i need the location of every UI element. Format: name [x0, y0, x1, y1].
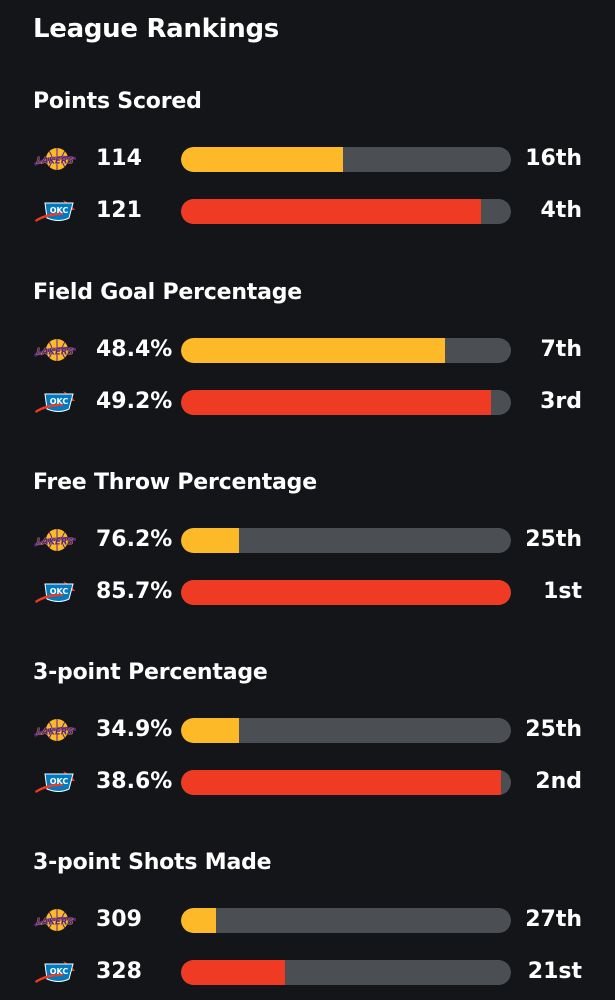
ranking-bar [181, 960, 511, 985]
ranking-bar [181, 580, 511, 605]
stat-value: 114 [96, 146, 142, 171]
svg-text:LAKERS: LAKERS [36, 157, 73, 167]
okc-thunder-logo-icon: OKC [35, 961, 75, 983]
svg-text:OKC: OKC [50, 397, 69, 406]
okc-thunder-logo-icon: OKC [35, 391, 75, 413]
ranking-bar-fill [181, 390, 492, 415]
ranking-bar [181, 770, 511, 795]
lakers-logo-icon: LAKERS [34, 339, 76, 361]
ranking-bar-fill [181, 718, 239, 743]
lakers-logo-icon: LAKERS [34, 148, 76, 170]
league-rank: 25th [525, 527, 582, 552]
ranking-bar-fill [181, 960, 285, 985]
team-stat-row: OKC 121 4th [0, 196, 615, 226]
svg-text:OKC: OKC [50, 206, 69, 215]
svg-text:LAKERS: LAKERS [36, 538, 73, 548]
team-stat-row: LAKERS 34.9% 25th [0, 715, 615, 745]
svg-text:LAKERS: LAKERS [36, 348, 73, 358]
stat-value: 121 [96, 198, 142, 223]
team-stat-row: OKC 38.6% 2nd [0, 767, 615, 797]
league-rank: 2nd [535, 769, 582, 794]
ranking-bar-fill [181, 199, 482, 224]
league-rank: 16th [525, 146, 582, 171]
ranking-bar-fill [181, 770, 502, 795]
stat-section-points-scored: Points Scored LAKERS 114 16th OKC 121 4t… [0, 88, 615, 268]
league-rank: 21st [527, 959, 582, 984]
ranking-bar [181, 338, 511, 363]
stat-value: 328 [96, 959, 142, 984]
section-title: Points Scored [33, 89, 202, 114]
stat-value: 76.2% [96, 527, 173, 552]
stat-value: 309 [96, 907, 142, 932]
stat-value: 38.6% [96, 769, 173, 794]
ranking-bar [181, 718, 511, 743]
league-rank: 25th [525, 717, 582, 742]
stat-value: 34.9% [96, 717, 173, 742]
team-stat-row: OKC 49.2% 3rd [0, 387, 615, 417]
svg-text:OKC: OKC [50, 587, 69, 596]
stat-section-3-point-percentage: 3-point Percentage LAKERS 34.9% 25th OKC… [0, 659, 615, 839]
lakers-logo-icon: LAKERS [34, 529, 76, 551]
lakers-logo-icon: LAKERS [34, 909, 76, 931]
ranking-bar-fill [181, 908, 216, 933]
ranking-bar [181, 199, 511, 224]
team-stat-row: LAKERS 48.4% 7th [0, 335, 615, 365]
stat-section-free-throw-percentage: Free Throw Percentage LAKERS 76.2% 25th … [0, 469, 615, 649]
team-stat-row: LAKERS 114 16th [0, 144, 615, 174]
okc-thunder-logo-icon: OKC [35, 200, 75, 222]
ranking-bar [181, 390, 511, 415]
section-title: 3-point Percentage [33, 660, 268, 685]
team-stat-row: LAKERS 309 27th [0, 905, 615, 935]
team-stat-row: OKC 85.7% 1st [0, 577, 615, 607]
team-stat-row: LAKERS 76.2% 25th [0, 525, 615, 555]
lakers-logo-icon: LAKERS [34, 719, 76, 741]
ranking-bar [181, 908, 511, 933]
ranking-bar-fill [181, 338, 445, 363]
ranking-bar-fill [181, 147, 343, 172]
section-title: 3-point Shots Made [33, 850, 272, 875]
svg-text:OKC: OKC [50, 967, 69, 976]
stat-value: 48.4% [96, 337, 173, 362]
section-title: Field Goal Percentage [33, 280, 303, 305]
stat-value: 49.2% [96, 389, 173, 414]
okc-thunder-logo-icon: OKC [35, 581, 75, 603]
stat-value: 85.7% [96, 579, 173, 604]
svg-text:LAKERS: LAKERS [36, 728, 73, 738]
svg-text:OKC: OKC [50, 777, 69, 786]
section-title: Free Throw Percentage [33, 470, 317, 495]
page-title: League Rankings [33, 14, 279, 44]
team-stat-row: OKC 328 21st [0, 957, 615, 987]
svg-text:LAKERS: LAKERS [36, 918, 73, 928]
ranking-bar [181, 147, 511, 172]
ranking-bar [181, 528, 511, 553]
league-rank: 7th [540, 337, 583, 362]
ranking-bar-fill [181, 580, 511, 605]
league-rank: 4th [540, 198, 583, 223]
league-rank: 1st [543, 579, 582, 604]
ranking-bar-fill [181, 528, 239, 553]
okc-thunder-logo-icon: OKC [35, 771, 75, 793]
stat-section-3-point-shots-made: 3-point Shots Made LAKERS 309 27th OKC 3… [0, 849, 615, 1000]
league-rank: 3rd [540, 389, 582, 414]
stat-section-field-goal-percentage: Field Goal Percentage LAKERS 48.4% 7th O… [0, 279, 615, 459]
league-rank: 27th [525, 907, 582, 932]
